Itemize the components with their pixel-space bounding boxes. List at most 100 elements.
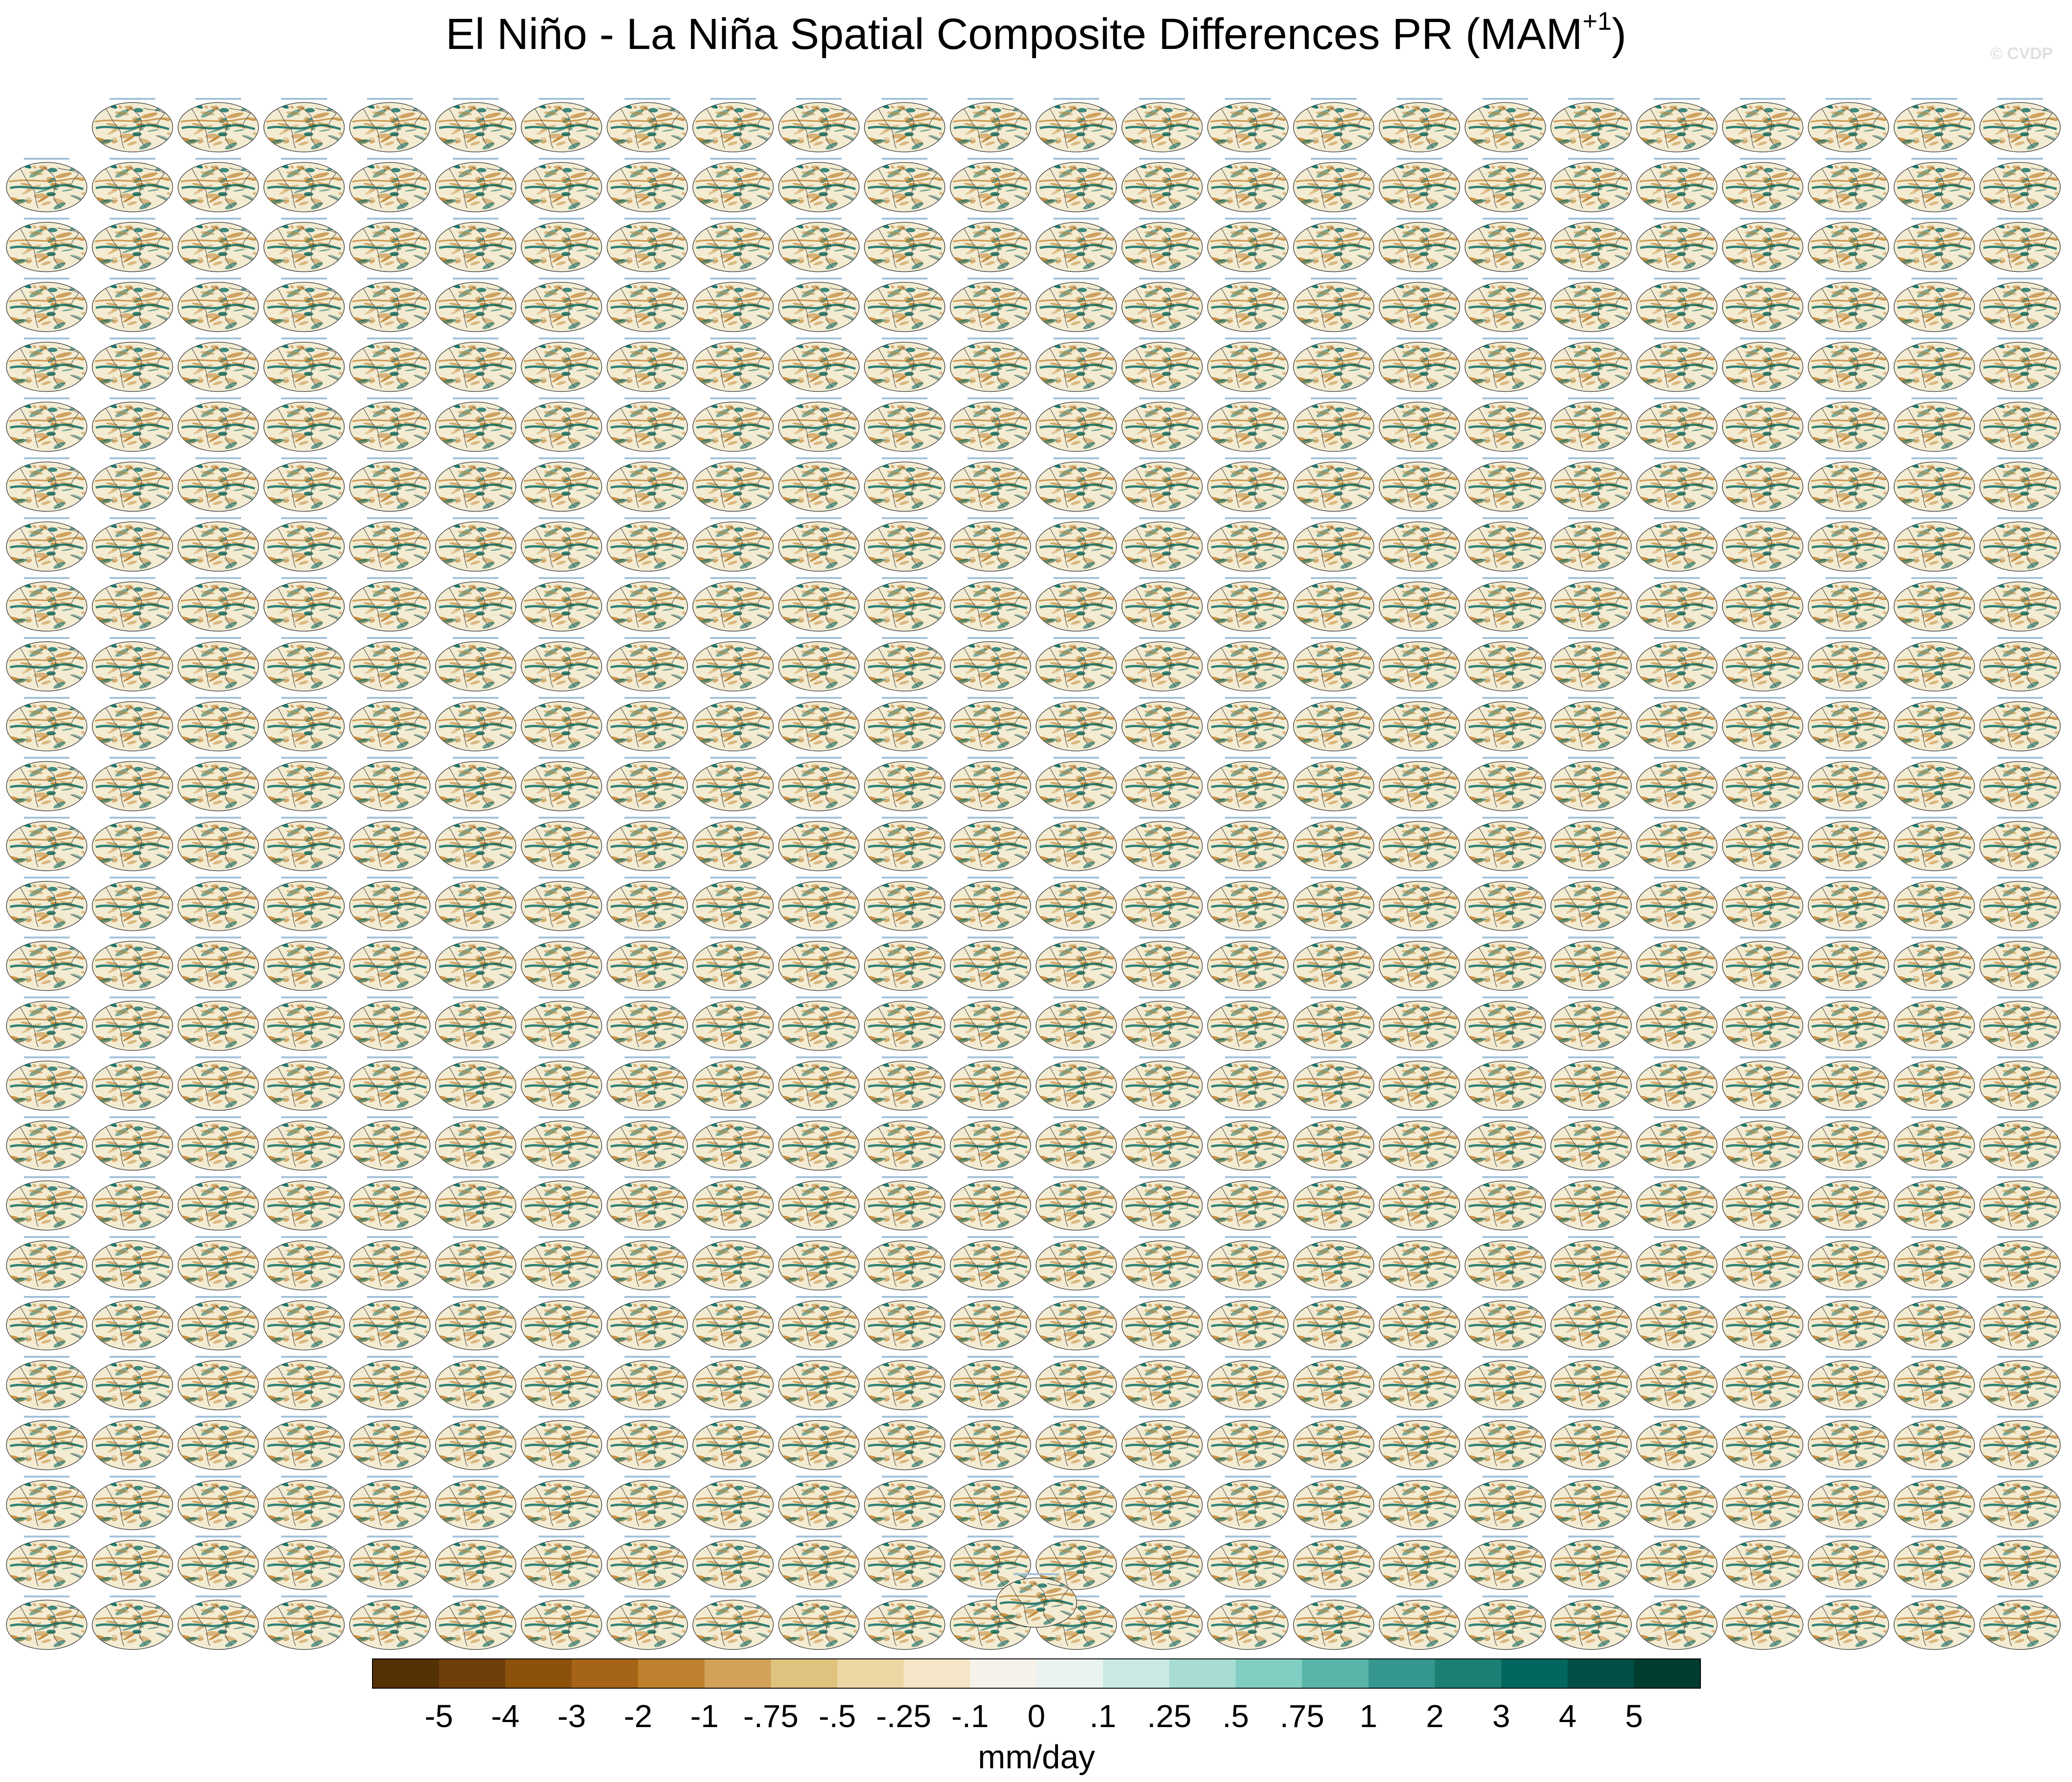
map-panel — [603, 1172, 691, 1237]
map-panel — [946, 873, 1035, 937]
map-panel — [1718, 274, 1807, 338]
map-panel — [1461, 214, 1549, 278]
map-panel — [1375, 633, 1463, 697]
map-panel — [775, 274, 863, 338]
map-panel — [88, 813, 177, 877]
map-panel — [1375, 1112, 1463, 1177]
map-panel — [2, 1352, 91, 1416]
map-panel — [1547, 334, 1635, 398]
map-panel — [946, 813, 1035, 877]
map-panel — [260, 453, 348, 518]
map-panel — [432, 1591, 520, 1656]
map-panel — [1375, 274, 1463, 338]
map-panel — [1203, 1412, 1292, 1476]
map-panel — [517, 813, 605, 877]
colorbar-swatch — [704, 1659, 772, 1688]
figure-title: El Niño - La Niña Spatial Composite Diff… — [445, 6, 1627, 59]
map-panel — [946, 154, 1035, 218]
map-panel — [345, 334, 434, 398]
colorbar-swatch — [1036, 1659, 1103, 1688]
cvdp-watermark: © CVDP — [1990, 44, 2053, 63]
map-panel — [1976, 693, 2064, 757]
map-panel — [1633, 573, 1721, 637]
map-panel — [1290, 513, 1378, 578]
map-panel — [432, 513, 520, 578]
map-panel — [1203, 813, 1292, 877]
map-panel — [1547, 214, 1635, 278]
map-panel — [860, 992, 949, 1057]
map-panel — [1375, 933, 1463, 997]
map-panel — [260, 1172, 348, 1237]
map-panel — [775, 573, 863, 637]
map-panel — [603, 214, 691, 278]
map-panel — [88, 94, 177, 158]
map-panel — [2, 693, 91, 757]
map-panel — [432, 334, 520, 398]
map-panel — [1890, 1352, 1978, 1416]
map-panel — [1976, 1412, 2064, 1476]
map-panel — [946, 633, 1035, 697]
map-panel — [1804, 214, 1893, 278]
map-panel — [775, 633, 863, 697]
map-panel — [345, 573, 434, 637]
map-panel — [432, 813, 520, 877]
map-panel — [1032, 1352, 1120, 1416]
map-panel — [1547, 1172, 1635, 1237]
map-panel — [689, 154, 777, 218]
map-panel — [1890, 1472, 1978, 1536]
map-panel — [860, 933, 949, 997]
colorbar-tick-label: -.75 — [743, 1698, 799, 1734]
map-panel — [1976, 1172, 2064, 1237]
map-panel — [1976, 1352, 2064, 1416]
map-panel — [1804, 1112, 1893, 1177]
map-panel — [1547, 1112, 1635, 1177]
map-panel — [1804, 693, 1893, 757]
map-panel — [689, 1292, 777, 1356]
map-panel — [345, 94, 434, 158]
map-panel — [1290, 94, 1378, 158]
map-panel — [860, 1232, 949, 1296]
map-panel — [1203, 393, 1292, 458]
map-panel — [345, 393, 434, 458]
map-panel — [1976, 633, 2064, 697]
map-panel — [88, 214, 177, 278]
map-panel — [775, 813, 863, 877]
map-panel — [1032, 753, 1120, 817]
map-panel — [1461, 453, 1549, 518]
map-panel — [174, 1591, 262, 1656]
map-panel — [603, 633, 691, 697]
map-panel — [946, 1472, 1035, 1536]
map-panel — [88, 693, 177, 757]
map-panel — [860, 813, 949, 877]
map-panel — [1633, 1352, 1721, 1416]
map-panel — [1375, 1232, 1463, 1296]
map-panel — [1547, 154, 1635, 218]
map-panel — [432, 1052, 520, 1117]
map-panel — [88, 334, 177, 398]
map-panel — [689, 1172, 777, 1237]
map-panel — [88, 1232, 177, 1296]
map-panel — [946, 1412, 1035, 1476]
map-panel — [1804, 753, 1893, 817]
map-panel — [689, 1052, 777, 1117]
map-panel — [1032, 274, 1120, 338]
map-panel — [1890, 513, 1978, 578]
map-panel — [775, 933, 863, 997]
map-panel — [1976, 1532, 2064, 1596]
map-panel — [1890, 1412, 1978, 1476]
map-panel — [432, 633, 520, 697]
map-panel — [345, 1292, 434, 1356]
map-panel — [2, 1591, 91, 1656]
colorbar-swatch — [638, 1659, 705, 1688]
colorbar-swatch — [1368, 1659, 1435, 1688]
map-panel — [260, 214, 348, 278]
map-panel — [689, 513, 777, 578]
map-panel — [345, 813, 434, 877]
map-panel — [1633, 334, 1721, 398]
map-panel — [1547, 933, 1635, 997]
map-panel — [1375, 753, 1463, 817]
map-panel — [860, 693, 949, 757]
map-panel — [1718, 1472, 1807, 1536]
map-panel — [689, 992, 777, 1057]
colorbar-tick-label: .1 — [1090, 1698, 1116, 1734]
